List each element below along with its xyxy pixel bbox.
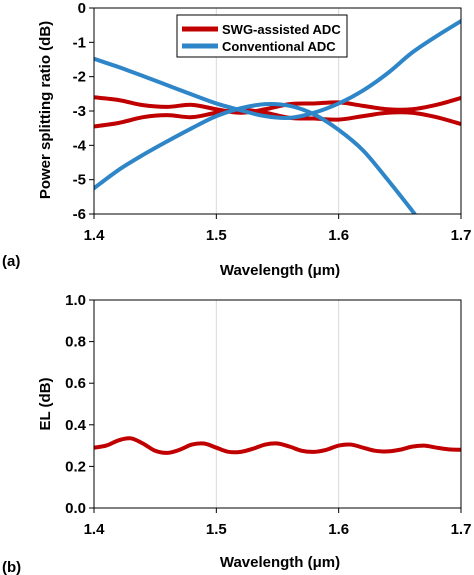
series-line-swg-assisted-adc-1 (94, 107, 461, 129)
panel-a-chart: 1.4 1.5 1.6 1.7 -6 -5 -4 -3 -2 -1 0 Wavelength (μ… (2, 0, 471, 279)
y-tick-label: -4 (73, 137, 87, 154)
panel-b-plot-frame (93, 299, 462, 509)
panel-b-x-ticks: 1.4 1.5 1.6 1.7 (84, 508, 472, 538)
y-tick-label: 1.0 (65, 292, 86, 309)
panel-b-series (94, 436, 461, 455)
series-line-conventional-adc-3 (94, 101, 417, 214)
panel-a-x-axis-label: Wavelength (μm) (220, 262, 340, 279)
panel-b-y-axis-label: EL (dB) (37, 377, 54, 430)
panel-a-y-ticks: -6 -5 -4 -3 -2 -1 0 (73, 0, 94, 223)
x-tick-label: 1.4 (84, 521, 106, 538)
x-tick-label: 1.7 (451, 521, 472, 538)
y-tick-label: 0.2 (65, 458, 86, 475)
series-line-conventional-adc-2 (94, 19, 461, 121)
panel-a-x-ticks: 1.4 1.5 1.6 1.7 (84, 214, 472, 244)
panel-b-chart: 1.4 1.5 1.6 1.7 0.0 0.2 0.4 0.6 0.8 1.0 Waveleng… (2, 292, 471, 575)
panel-a-y-axis-label: Power splitting ratio (dB) (37, 21, 54, 199)
y-tick-label: -3 (73, 103, 86, 120)
panel-b-grid (215, 300, 340, 508)
y-tick-label: -5 (73, 172, 86, 189)
x-tick-label: 1.7 (451, 227, 472, 244)
y-tick-label: 0.8 (65, 334, 86, 351)
panel-b-x-axis-label: Wavelength (μm) (220, 554, 340, 571)
x-tick-label: 1.4 (84, 227, 106, 244)
legend-entry-swg: SWG-assisted ADC (222, 22, 341, 37)
panel-b-y-ticks: 0.0 0.2 0.4 0.6 0.8 1.0 (65, 292, 94, 517)
panel-a-label: (a) (2, 253, 20, 270)
y-tick-label: 0 (78, 0, 86, 17)
y-tick-label: -1 (73, 34, 86, 51)
y-tick-label: 0.6 (65, 375, 86, 392)
x-tick-label: 1.5 (206, 227, 227, 244)
y-tick-label: 0.4 (65, 417, 87, 434)
panel-a-series (94, 19, 461, 214)
series-line-el-0 (94, 436, 461, 455)
x-tick-label: 1.6 (328, 521, 349, 538)
y-tick-label: -2 (73, 69, 86, 86)
series-line-swg-assisted-adc-0 (94, 95, 461, 115)
panel-a-legend: SWG-assisted ADC Conventional ADC (176, 14, 348, 58)
y-tick-label: -6 (73, 206, 86, 223)
legend-entry-conventional: Conventional ADC (222, 39, 336, 54)
panel-b-label: (b) (2, 559, 21, 575)
y-tick-label: 0.0 (65, 500, 86, 517)
legend-box (176, 14, 348, 58)
x-tick-label: 1.6 (328, 227, 349, 244)
x-tick-label: 1.5 (206, 521, 227, 538)
